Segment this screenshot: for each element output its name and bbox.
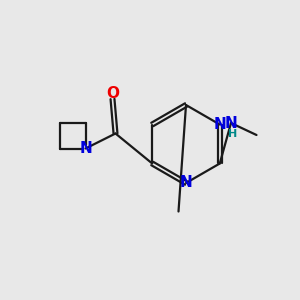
Text: N: N xyxy=(180,175,192,190)
Text: O: O xyxy=(106,86,119,101)
Text: N: N xyxy=(213,117,226,132)
Text: H: H xyxy=(228,129,237,140)
Text: N: N xyxy=(80,141,92,156)
Text: N: N xyxy=(225,116,237,130)
